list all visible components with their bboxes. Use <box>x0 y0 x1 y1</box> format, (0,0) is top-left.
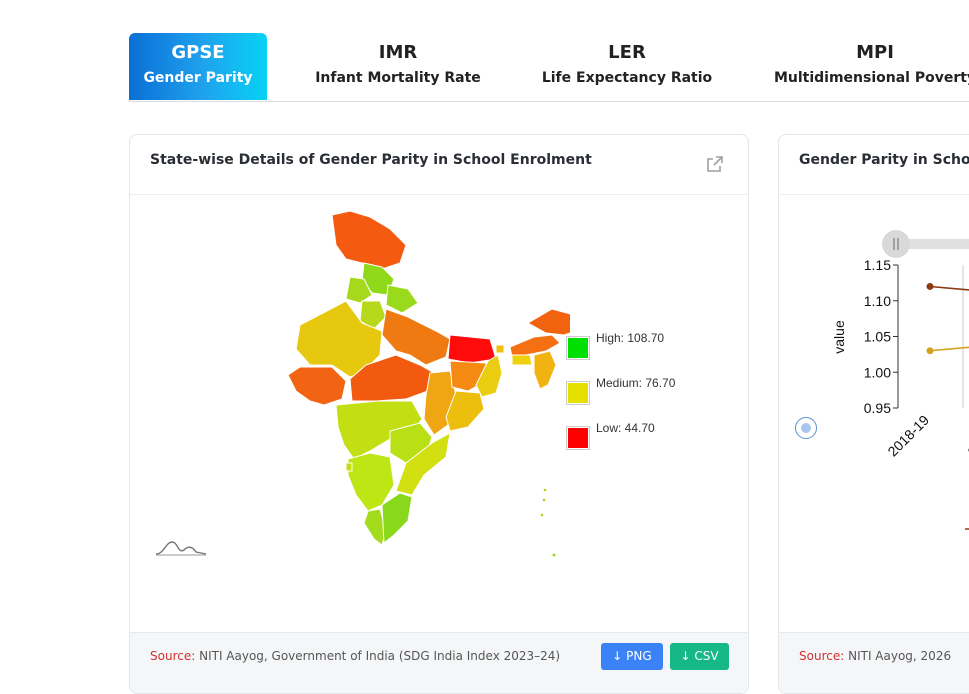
card-footer: Source: NITI Aayog, Government of India … <box>130 632 748 693</box>
chart-logo-icon <box>155 541 207 556</box>
tab-label: Infant Mortality Rate <box>315 70 481 86</box>
gender-parity-line-chart: 1.15 1.10 1.05 1.00 0.95 2018-19 2019-20 valu… <box>831 230 969 530</box>
map-state-gujarat[interactable] <box>287 366 347 406</box>
source-value: NITI Aayog, 2026 <box>848 649 952 663</box>
map-islands-andaman[interactable] <box>540 513 544 517</box>
tab-code: LER <box>608 42 646 63</box>
map-state-goa[interactable] <box>345 462 353 472</box>
map-state-uttarakhand[interactable] <box>385 284 419 314</box>
india-choropleth-map <box>287 210 570 557</box>
map-state-jammu-kashmir[interactable] <box>331 210 407 270</box>
tab-code: GPSE <box>171 42 225 63</box>
map-card-title: State-wise Details of Gender Parity in S… <box>150 152 592 168</box>
tab-label: Gender Parity <box>143 70 253 86</box>
y-tick-label: 1.05 <box>864 329 891 345</box>
map-state-west-bengal[interactable] <box>475 354 503 398</box>
y-tick-label: 1.15 <box>864 257 891 273</box>
map-state-uttar-pradesh[interactable] <box>381 308 451 366</box>
tab-label: Life Expectancy Ratio <box>541 70 713 86</box>
source-label: Source: <box>150 649 196 663</box>
y-tick-label: 0.95 <box>864 400 891 416</box>
source-text: Source: NITI Aayog, Government of India … <box>150 649 560 663</box>
tab-code: MPI <box>856 42 894 63</box>
chart-card: Gender Parity in School Enrolment Source… <box>778 134 969 694</box>
map-state-northeast-south[interactable] <box>533 350 557 390</box>
source-text: Source: NITI Aayog, 2026 <box>799 649 951 663</box>
source-label: Source: <box>799 649 845 663</box>
x-tick-label: 2019-20 <box>964 412 969 460</box>
card-header: State-wise Details of Gender Parity in S… <box>130 135 748 195</box>
card-footer: Source: NITI Aayog, 2026 <box>779 632 969 693</box>
series-line-0 <box>929 285 969 291</box>
legend-label-medium: Medium: 76.70 <box>596 376 676 390</box>
map-islands-andaman[interactable] <box>542 498 546 502</box>
y-tick-label: 1.00 <box>864 364 891 380</box>
map-islands-nicobar[interactable] <box>552 553 556 557</box>
external-link-icon[interactable] <box>706 155 724 173</box>
series-point-0-0[interactable] <box>926 282 934 290</box>
tab-mpi[interactable]: MPI Multidimensional Poverty <box>765 33 969 100</box>
indicator-tabs: GPSE Gender Parity IMR Infant Mortality … <box>129 33 969 102</box>
map-state-assam[interactable] <box>509 334 561 358</box>
download-csv-button[interactable]: ↓ CSV <box>670 643 729 670</box>
map-state-arunachal[interactable] <box>527 308 570 336</box>
map-state-punjab[interactable] <box>345 276 373 304</box>
tab-label: Multidimensional Poverty <box>773 70 969 86</box>
map-state-kerala[interactable] <box>363 508 387 546</box>
legend-swatch-low <box>567 427 589 449</box>
tab-gpse[interactable]: GPSE Gender Parity <box>129 33 267 100</box>
x-tick-label: 2018-19 <box>884 412 932 460</box>
series-point-1-0[interactable] <box>926 347 934 355</box>
tab-imr[interactable]: IMR Infant Mortality Rate <box>305 33 491 100</box>
map-state-bihar[interactable] <box>447 334 497 364</box>
map-islands-andaman[interactable] <box>543 488 547 492</box>
legend-label-high: High: 108.70 <box>596 331 665 345</box>
map-state-meghalaya[interactable] <box>511 354 533 366</box>
map-state-tamil-nadu[interactable] <box>381 492 413 544</box>
tab-code: IMR <box>378 42 418 63</box>
map-state-odisha[interactable] <box>445 390 485 432</box>
source-value: NITI Aayog, Government of India (SDG Ind… <box>199 649 561 663</box>
y-tick-label: 1.10 <box>864 293 891 309</box>
legend-swatch-medium <box>567 382 589 404</box>
y-axis-label: value <box>831 320 847 354</box>
card-header: Gender Parity in School Enrolment <box>779 135 969 195</box>
legend-swatch-high <box>567 337 589 359</box>
range-slider-handle[interactable] <box>882 230 910 258</box>
download-png-button[interactable]: ↓ PNG <box>601 643 663 670</box>
range-slider-track[interactable] <box>896 239 969 249</box>
map-state-andhra-pradesh[interactable] <box>395 432 451 496</box>
map-state-sikkim[interactable] <box>495 344 505 354</box>
series-line-1 <box>929 346 969 352</box>
tab-ler[interactable]: LER Life Expectancy Ratio <box>538 33 716 100</box>
legend-label-low: Low: 44.70 <box>596 421 655 435</box>
map-state-haryana[interactable] <box>359 300 387 330</box>
chart-card-title: Gender Parity in School Enrolment <box>799 152 969 168</box>
series-toggle-radio[interactable] <box>795 417 817 439</box>
